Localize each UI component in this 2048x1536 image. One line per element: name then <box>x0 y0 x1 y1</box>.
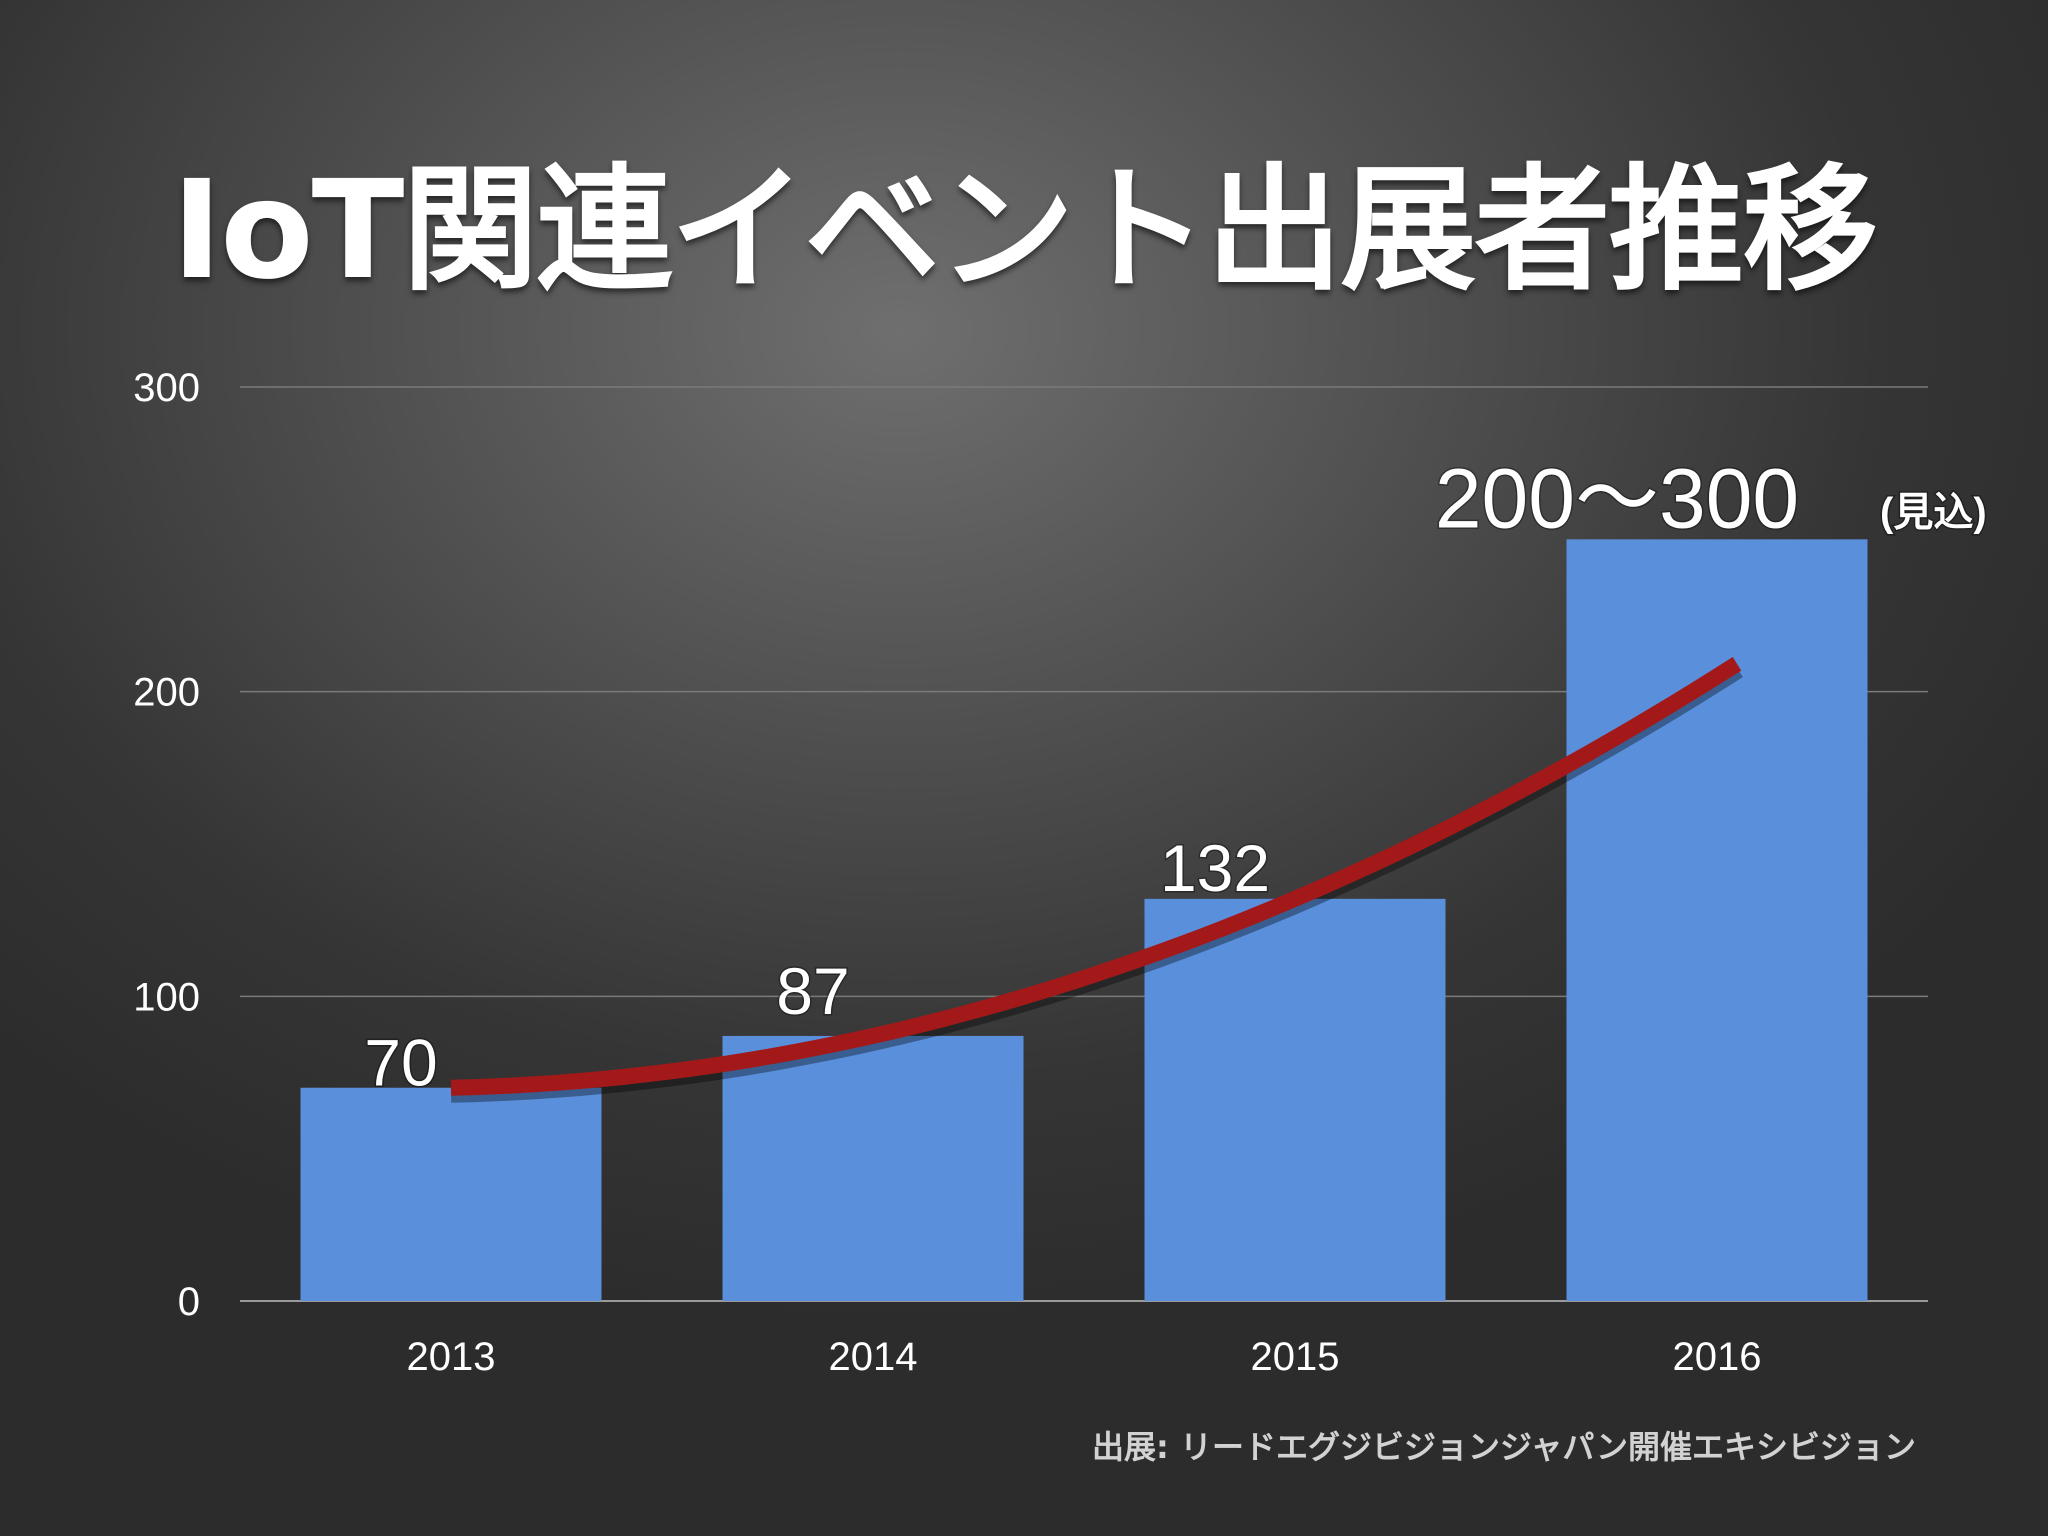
trend-curve-line <box>450 657 1742 1096</box>
data-label: 200〜300 <box>1435 451 1799 545</box>
y-axis-ticks: 0 100 200 300 <box>133 366 200 1324</box>
y-tick-label: 200 <box>133 671 200 715</box>
trend-curve <box>450 657 1743 1103</box>
bars <box>300 539 1868 1301</box>
x-tick-label: 2013 <box>407 1335 496 1379</box>
bar <box>1144 898 1446 1301</box>
x-axis-ticks: 2013 2014 2015 2016 <box>407 1335 1762 1379</box>
x-tick-label: 2014 <box>829 1335 918 1379</box>
bar <box>1566 539 1868 1301</box>
source-note: 出展: リードエグジビジョンジャパン開催エキシビジョン <box>1092 1428 1916 1466</box>
data-label: 70 <box>364 1026 437 1100</box>
y-tick-label: 300 <box>133 366 200 410</box>
x-tick-label: 2015 <box>1251 1335 1340 1379</box>
bar <box>722 1035 1024 1301</box>
bar <box>300 1087 602 1301</box>
y-tick-label: 100 <box>133 975 200 1019</box>
x-tick-label: 2016 <box>1673 1335 1762 1379</box>
data-label: 132 <box>1160 831 1270 905</box>
data-label: 87 <box>776 954 849 1028</box>
data-labels: 70 87 132 200〜300 (見込) <box>363 450 1988 1101</box>
trend-curve-shadow <box>450 658 1743 1103</box>
slide-title: IoT関連イベント出展者推移 <box>171 152 1879 310</box>
y-tick-label: 0 <box>178 1280 200 1324</box>
data-label-note: (見込) <box>1880 490 1987 534</box>
